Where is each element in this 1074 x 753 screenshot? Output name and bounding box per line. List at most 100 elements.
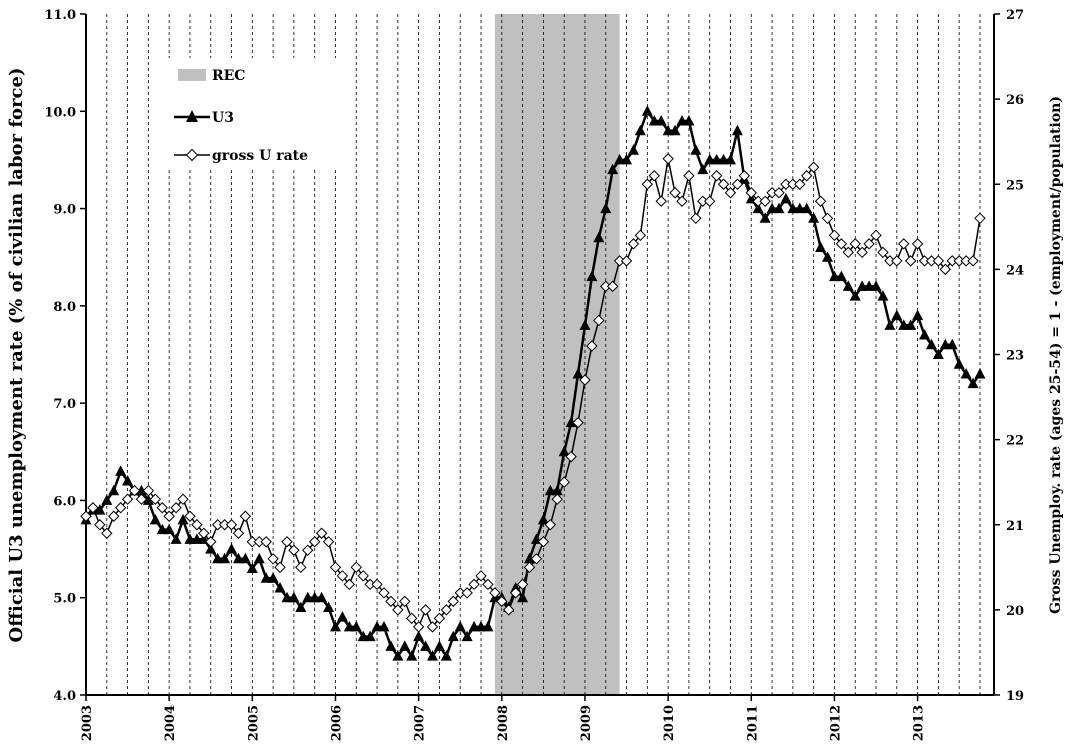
gross-u-rate-point [932, 255, 945, 267]
x-tick-label: 2008 [496, 705, 511, 741]
u3-point [440, 650, 452, 661]
gross-u-rate-point [142, 484, 155, 497]
x-tick-label: 2011 [745, 705, 760, 741]
gross-u-rate-point [108, 510, 120, 522]
gross-u-rate-point [114, 502, 127, 514]
u3-point [163, 523, 175, 535]
u3-point [142, 494, 154, 505]
gross-u-rate-point [87, 502, 99, 514]
y-right-tick-label: 23 [1006, 349, 1024, 364]
gross-u-rate-point [842, 246, 855, 259]
gross-u-rate-point [738, 170, 751, 182]
u3-point [461, 630, 473, 642]
u3-point [433, 640, 445, 651]
u3-point [385, 640, 397, 651]
u3-point [704, 153, 716, 165]
u3-point [212, 552, 224, 564]
u3-point [711, 153, 723, 165]
u3-point [905, 319, 917, 330]
u3-point [815, 241, 827, 252]
gross-u-rate-point [634, 229, 647, 242]
u3-point [676, 115, 688, 126]
y-right-tick-label: 24 [1006, 263, 1024, 278]
u3-point [690, 144, 702, 155]
u3-point [634, 124, 646, 136]
gross-u-rate-point [662, 153, 674, 165]
gross-u-rate-point [412, 621, 425, 633]
gross-u-rate-point [558, 476, 570, 488]
x-tick-label: 2006 [329, 705, 344, 741]
u3-point [253, 552, 265, 564]
u3-point [870, 280, 882, 291]
u3-point [537, 513, 549, 525]
gross-u-rate-point [939, 263, 952, 276]
gross-u-rate-point [863, 238, 875, 250]
u3-point [295, 601, 307, 612]
gross-u-rate-point [710, 170, 723, 182]
gross-u-rate-point [856, 246, 868, 259]
gross-u-rate-point [336, 570, 349, 582]
y-left-tick-label: 5.0 [53, 592, 76, 607]
gross-u-rate-point [773, 187, 785, 199]
u3-point [406, 650, 418, 661]
u3-point [544, 484, 556, 496]
y-right-tick-label: 20 [1006, 604, 1024, 619]
gross-u-rate-point [184, 510, 196, 522]
gross-u-rate-point [870, 229, 882, 242]
gross-u-rate-point [648, 170, 660, 182]
gross-u-rate-point [516, 578, 529, 591]
gross-u-rate-point [163, 510, 175, 522]
u3-point [302, 591, 314, 603]
u3-point [184, 533, 196, 544]
u3-point [239, 552, 251, 564]
gross-u-rate-point [579, 374, 591, 386]
u3-point [447, 630, 459, 642]
gross-u-rate-point [911, 238, 924, 250]
u3-point [697, 163, 709, 175]
y-left-tick-label: 7.0 [53, 397, 76, 412]
u3-point [648, 115, 660, 126]
u3-point [572, 367, 584, 379]
u3-point [517, 591, 529, 603]
gross-u-rate-point [315, 527, 328, 539]
u3-point [953, 358, 965, 369]
u3-point [960, 367, 972, 379]
gross-u-rate-point [322, 536, 335, 548]
gross-u-rate-point [274, 561, 286, 574]
u3-point [108, 484, 120, 496]
u3-point [267, 572, 279, 583]
gross-u-rate-point [357, 570, 369, 582]
gross-u-rate-point [468, 578, 480, 591]
u3-point [884, 319, 896, 330]
gross-u-rate-point [828, 229, 841, 242]
gross-u-rate-point [821, 212, 834, 225]
u3-point [932, 348, 944, 359]
gross-u-rate-point [904, 255, 917, 267]
u3-point [156, 523, 168, 535]
x-tick-label: 2009 [579, 705, 594, 741]
u3-point [413, 630, 425, 642]
gross-u-rate-line [85, 158, 981, 629]
legend-swatch-rec [178, 69, 206, 81]
u3-point [357, 630, 369, 642]
u3-point [281, 591, 293, 603]
legend-marker-u3 [186, 110, 198, 122]
u3-point [752, 202, 764, 214]
u3-point [641, 105, 653, 116]
gross-u-rate-point [967, 255, 979, 267]
u3-point [655, 115, 667, 126]
u3-point [919, 329, 931, 340]
u3-point [170, 533, 182, 544]
gross-u-rate-point [551, 493, 563, 505]
gross-u-rate-point [703, 195, 716, 207]
u3-point [718, 153, 730, 165]
x-tick-label: 2012 [828, 705, 843, 741]
u3-point [205, 543, 217, 554]
y-right-tick-label: 27 [1006, 8, 1024, 23]
gross-u-rate-point [759, 195, 771, 207]
u3-point [309, 591, 321, 603]
gross-u-rate-point [974, 212, 986, 225]
u3-point [627, 144, 639, 155]
u3-point [135, 484, 147, 496]
gross-u-rate-point [281, 536, 293, 548]
